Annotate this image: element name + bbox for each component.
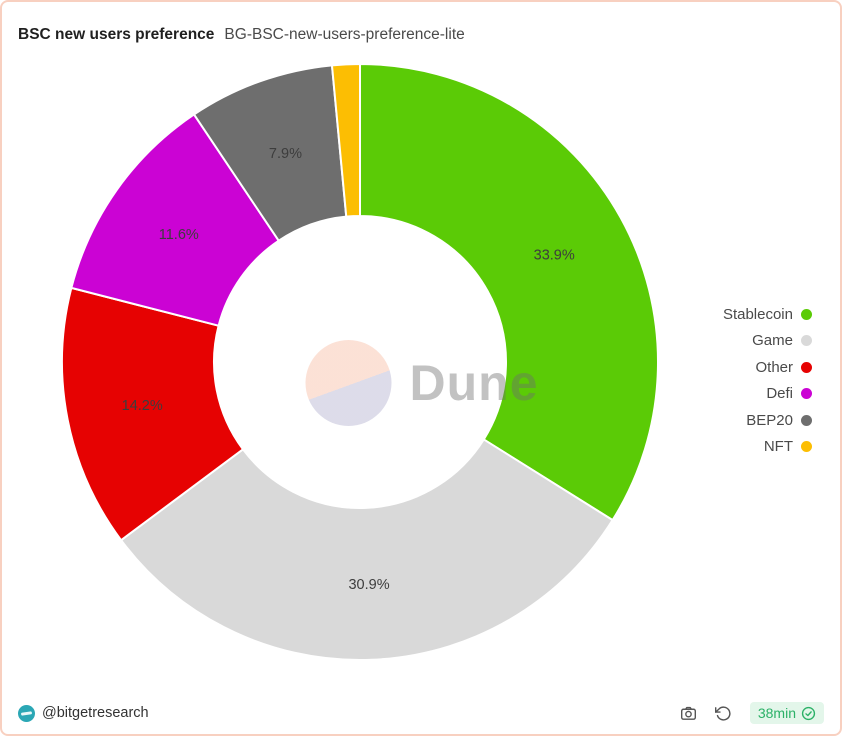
pie-slice-game[interactable] xyxy=(119,438,614,661)
legend-item-defi[interactable]: Defi xyxy=(723,381,812,408)
refresh-age-text: 38min xyxy=(757,705,796,721)
legend-label: Other xyxy=(755,358,793,376)
legend-item-bep20[interactable]: BEP20 xyxy=(723,407,812,434)
pie-slice-defi[interactable] xyxy=(70,113,281,327)
refresh-age-badge: 38min xyxy=(749,702,824,724)
pie-slice-nft[interactable] xyxy=(330,62,361,218)
footer-actions: 38min xyxy=(680,702,824,724)
legend-label: BEP20 xyxy=(746,411,793,429)
author-name: @bitgetresearch xyxy=(42,705,149,721)
legend-item-stablecoin[interactable]: Stablecoin xyxy=(723,301,812,328)
legend: Stablecoin Game Other Defi BEP20 NFT xyxy=(723,301,812,460)
slice-label-bep20: 7.9% xyxy=(269,146,302,162)
legend-label: Stablecoin xyxy=(722,305,793,323)
legend-label: NFT xyxy=(763,438,793,456)
donut-chart: 33.9% 30.9% 14.2% 11.6% 7.9% xyxy=(61,62,659,661)
check-circle-icon xyxy=(801,706,816,720)
author-link[interactable]: @bitgetresearch xyxy=(18,704,149,722)
legend-label: Game xyxy=(752,332,793,350)
legend-label: Defi xyxy=(766,385,793,403)
chart-header: BSC new users preference BG-BSC-new-user… xyxy=(18,26,465,44)
legend-item-other[interactable]: Other xyxy=(723,354,812,381)
legend-dot xyxy=(801,335,812,347)
camera-icon xyxy=(680,706,696,720)
chart-subtitle: BG-BSC-new-users-preference-lite xyxy=(224,26,465,43)
author-avatar xyxy=(18,704,35,722)
legend-dot xyxy=(801,414,812,426)
footer: @bitgetresearch 38min xyxy=(2,702,840,724)
pie-slice-other[interactable] xyxy=(61,286,245,542)
legend-dot xyxy=(801,388,812,400)
slice-label-stablecoin: 33.9% xyxy=(534,247,575,263)
legend-item-game[interactable]: Game xyxy=(723,328,812,355)
slice-label-game: 30.9% xyxy=(348,577,389,593)
chart-title: BSC new users preference xyxy=(18,26,215,43)
legend-dot xyxy=(801,361,812,373)
legend-dot xyxy=(801,441,812,453)
refresh-icon xyxy=(714,705,731,721)
screenshot-button[interactable] xyxy=(680,705,697,722)
refresh-button[interactable] xyxy=(714,705,732,722)
slice-label-defi: 11.6% xyxy=(159,227,199,243)
pie-slice-stablecoin[interactable] xyxy=(359,62,659,522)
legend-dot xyxy=(801,308,812,320)
slice-label-other: 14.2% xyxy=(122,398,163,414)
legend-item-nft[interactable]: NFT xyxy=(723,434,812,461)
